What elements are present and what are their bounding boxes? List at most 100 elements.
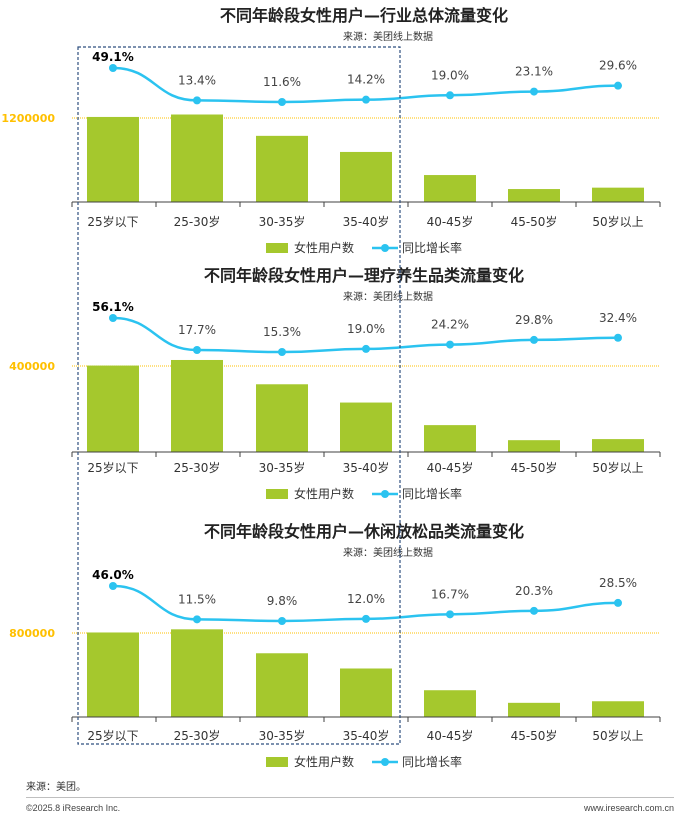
growth-rate-point [362, 614, 370, 623]
bar [256, 384, 308, 452]
growth-rate-point [193, 96, 201, 105]
x-tick-label: 35-40岁 [343, 728, 390, 743]
bar [87, 632, 139, 717]
growth-rate-point [530, 335, 538, 344]
x-tick-label: 25-30岁 [174, 460, 221, 475]
legend-label-bar: 女性用户数 [294, 486, 354, 501]
bar [592, 439, 644, 452]
bar [424, 425, 476, 452]
x-tick-label: 35-40岁 [343, 214, 390, 229]
chart-title: 不同年龄段女性用户—理疗养生品类流量变化 [204, 266, 524, 285]
growth-rate-point [193, 615, 201, 624]
data-label: 15.3% [263, 325, 301, 339]
bar [87, 365, 139, 452]
data-label-highlight: 46.0% [92, 568, 134, 582]
legend-label-bar: 女性用户数 [294, 754, 354, 769]
bar [340, 151, 392, 202]
growth-rate-point [446, 91, 454, 100]
bar [508, 189, 560, 202]
growth-rate-point [278, 617, 286, 625]
chart-source: 来源：美团线上数据 [343, 546, 433, 559]
x-tick-label: 45-50岁 [511, 460, 558, 475]
growth-rate-point [362, 344, 370, 353]
data-label: 17.7% [178, 323, 216, 337]
highlight-box [77, 46, 401, 745]
legend-swatch-line-marker [381, 758, 389, 766]
bar [256, 135, 308, 202]
x-tick-label: 25-30岁 [174, 214, 221, 229]
bar [592, 701, 644, 717]
legend-label-bar: 女性用户数 [294, 240, 354, 255]
growth-rate-point [614, 598, 622, 607]
growth-rate-point [614, 81, 622, 90]
legend-label-line: 同比增长率 [402, 486, 462, 501]
x-tick-label: 30-35岁 [259, 460, 306, 475]
growth-rate-point [530, 87, 538, 96]
data-label: 9.8% [267, 594, 298, 608]
data-label: 28.5% [599, 576, 637, 590]
data-label: 24.2% [431, 318, 469, 332]
data-label: 29.6% [599, 59, 637, 73]
bar [87, 116, 139, 202]
footnote: 来源：美团。 [26, 782, 86, 793]
x-tick-label: 25岁以下 [87, 214, 138, 229]
chart-source: 来源：美团线上数据 [343, 30, 433, 43]
x-tick-label: 40-45岁 [427, 460, 474, 475]
bar [340, 402, 392, 452]
bar [171, 114, 223, 202]
x-tick-label: 50岁以上 [592, 460, 643, 475]
bar [171, 359, 223, 452]
legend-label-line: 同比增长率 [402, 240, 462, 255]
growth-rate-point [446, 610, 454, 619]
data-label: 12.0% [347, 592, 385, 606]
legend-swatch-bar [266, 243, 288, 253]
bar [256, 653, 308, 717]
bar [424, 690, 476, 717]
chart-title: 不同年龄段女性用户—休闲放松品类流量变化 [204, 522, 524, 541]
chart-source: 来源：美团线上数据 [343, 290, 433, 303]
data-label: 19.0% [431, 68, 469, 82]
data-label: 11.6% [263, 75, 301, 89]
x-tick-label: 50岁以上 [592, 728, 643, 743]
bar [508, 702, 560, 717]
x-tick-label: 45-50岁 [511, 728, 558, 743]
footer-divider [26, 797, 674, 798]
growth-rate-point [530, 606, 538, 615]
reference-label: 800000 [9, 627, 55, 640]
legend-swatch-line-marker [381, 244, 389, 252]
x-tick-label: 45-50岁 [511, 214, 558, 229]
data-label: 14.2% [347, 73, 385, 87]
data-label: 20.3% [515, 584, 553, 598]
reference-label: 1200000 [1, 112, 55, 125]
legend-swatch-bar [266, 489, 288, 499]
data-label: 16.7% [431, 587, 469, 601]
x-tick-label: 30-35岁 [259, 728, 306, 743]
data-label-highlight: 56.1% [92, 300, 134, 314]
legend-swatch-bar [266, 757, 288, 767]
data-label: 19.0% [347, 322, 385, 336]
bar [508, 440, 560, 452]
growth-rate-point [109, 582, 117, 590]
x-tick-label: 30-35岁 [259, 214, 306, 229]
bar [340, 668, 392, 717]
data-label-highlight: 49.1% [92, 50, 134, 64]
bar [592, 187, 644, 202]
x-tick-label: 40-45岁 [427, 728, 474, 743]
data-label: 13.4% [178, 73, 216, 87]
bar [171, 629, 223, 717]
x-tick-label: 35-40岁 [343, 460, 390, 475]
reference-label: 400000 [9, 360, 55, 373]
x-tick-label: 25-30岁 [174, 728, 221, 743]
data-label: 29.8% [515, 313, 553, 327]
x-tick-label: 40-45岁 [427, 214, 474, 229]
legend-swatch-line-marker [381, 490, 389, 498]
growth-rate-point [614, 333, 622, 342]
data-label: 32.4% [599, 311, 637, 325]
bar [424, 175, 476, 202]
x-tick-label: 25岁以下 [87, 460, 138, 475]
growth-rate-point [109, 64, 117, 72]
data-label: 23.1% [515, 65, 553, 79]
growth-rate-point [193, 346, 201, 354]
x-tick-label: 50岁以上 [592, 214, 643, 229]
